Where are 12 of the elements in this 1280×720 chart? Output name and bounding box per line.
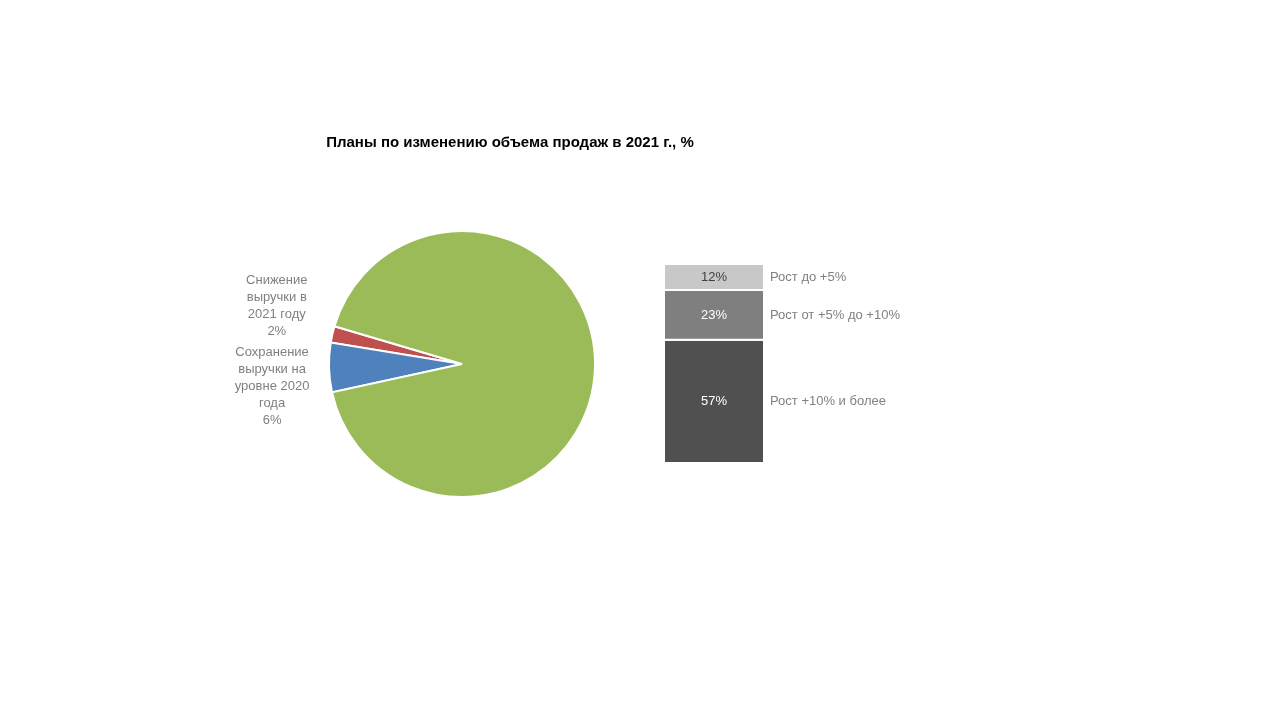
data-label: 2% [267,323,287,339]
slice-label: Сохранение выручки на уровне 2020 года [234,344,310,411]
slice-label: Снижение выручки в 2021 году [246,272,308,322]
data-label: 57% [700,393,728,409]
pie-slice [331,230,596,498]
data-label: 6% [262,412,282,428]
chart-title: Планы по изменению объема продаж в 2021 г., % [326,133,694,150]
series-label: Рост +10% и более [770,393,886,409]
data-label: 12% [700,268,728,284]
data-label: 23% [700,306,728,322]
series-label: Рост до +5% [770,268,847,284]
series-label: Рост от +5% до +10% [770,306,901,322]
